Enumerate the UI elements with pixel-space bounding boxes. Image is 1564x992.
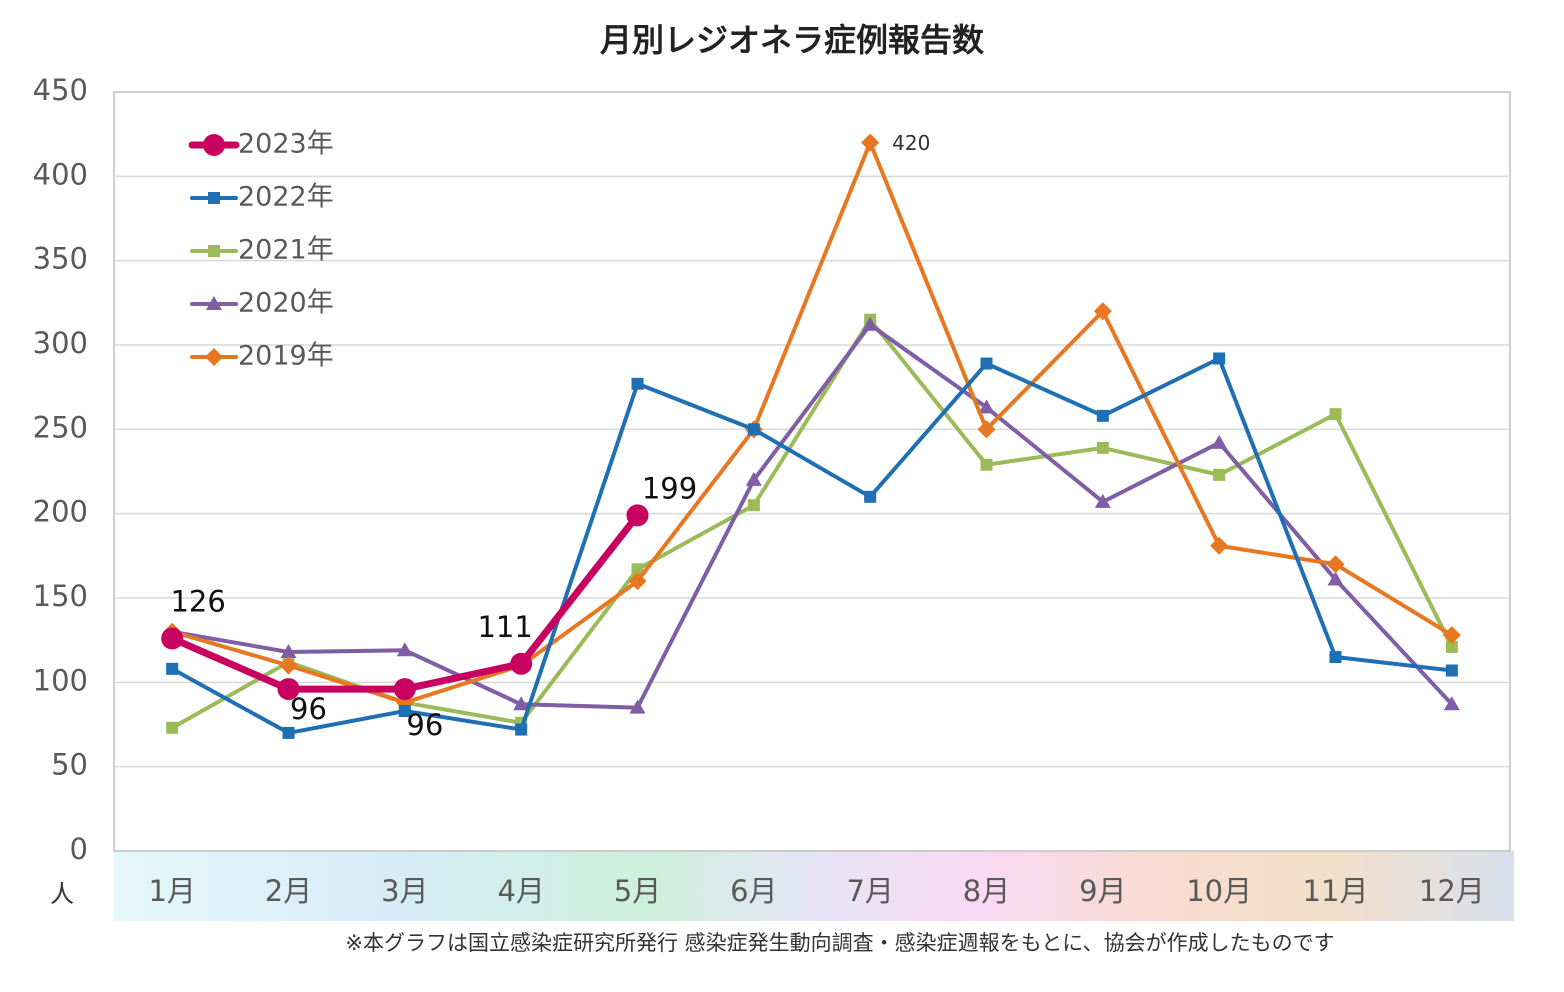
marker [1096, 409, 1109, 422]
x-tick-label: 9月 [1079, 874, 1126, 908]
marker [631, 377, 644, 390]
marker [1093, 302, 1112, 321]
marker [166, 662, 179, 675]
x-tick-label: 10月 [1186, 874, 1252, 908]
y-tick-label: 250 [33, 410, 88, 444]
x-tick-label: 3月 [381, 874, 428, 908]
series-line [171, 317, 1454, 730]
marker [977, 420, 996, 439]
marker [1329, 651, 1342, 664]
marker [1443, 696, 1460, 711]
y-tick-label: 300 [33, 326, 88, 360]
legend-marker [206, 296, 222, 310]
marker [515, 723, 528, 736]
data-label: 96 [406, 708, 443, 742]
marker [1327, 571, 1344, 586]
y-tick-label: 150 [33, 579, 88, 613]
data-label: 126 [170, 584, 225, 618]
plot-frame [113, 91, 1511, 852]
marker [745, 471, 762, 486]
marker [1213, 468, 1226, 481]
marker [513, 696, 530, 711]
series-line [171, 356, 1453, 735]
y-tick-label: 50 [51, 748, 88, 782]
x-tick-label: 11月 [1303, 874, 1369, 908]
marker [277, 678, 300, 701]
marker [1094, 493, 1111, 508]
footnote: ※本グラフは国立感染症研究所発行 感染症発生動向調査・感染症週報をもとに、協会が… [345, 931, 1334, 955]
marker [396, 642, 413, 657]
marker [1096, 441, 1109, 454]
y-tick-label: 450 [33, 73, 88, 107]
marker [1442, 626, 1461, 645]
y-unit: 人 [50, 880, 74, 908]
legend-label: 2021年 [238, 235, 334, 266]
marker [862, 316, 879, 331]
series-line [171, 140, 1453, 705]
data-label: 199 [642, 471, 697, 505]
legend-label: 2022年 [238, 182, 334, 213]
marker [280, 643, 297, 658]
y-tick-label: 0 [70, 832, 88, 866]
marker [628, 572, 647, 591]
data-label: 420 [892, 131, 930, 155]
x-band [114, 851, 1514, 921]
x-tick-label: 7月 [846, 874, 893, 908]
marker [629, 699, 646, 714]
marker [631, 563, 644, 576]
x-tick-label: 5月 [614, 874, 661, 908]
marker [861, 133, 880, 152]
marker [510, 652, 533, 675]
marker [747, 499, 760, 512]
marker [398, 705, 411, 718]
marker [393, 678, 416, 701]
chart-title: 月別レジオネラ症例報告数 [600, 21, 985, 59]
legend-marker [208, 245, 220, 257]
marker [161, 627, 184, 650]
y-tick-label: 400 [33, 157, 88, 191]
legend-label: 2020年 [238, 288, 334, 319]
x-tick-label: 8月 [963, 874, 1010, 908]
marker [1326, 555, 1345, 574]
legend-label: 2019年 [238, 341, 334, 372]
marker [1445, 664, 1458, 677]
marker [279, 656, 298, 675]
y-tick-label: 100 [33, 663, 88, 697]
marker [166, 721, 179, 734]
data-label: 111 [477, 610, 532, 644]
marker [1210, 536, 1229, 555]
marker [747, 423, 760, 436]
series-line [171, 322, 1454, 710]
legend-label: 2023年 [238, 129, 334, 160]
marker [1445, 640, 1458, 653]
data-label: 96 [290, 692, 327, 726]
y-tick-label: 200 [33, 495, 88, 529]
marker [864, 490, 877, 503]
x-tick-label: 2月 [265, 874, 312, 908]
marker [282, 726, 295, 739]
x-tick-label: 12月 [1419, 874, 1485, 908]
marker [1329, 408, 1342, 421]
legend-marker [208, 192, 220, 204]
x-tick-label: 6月 [730, 874, 777, 908]
legend-marker [203, 134, 225, 156]
marker [980, 357, 993, 370]
x-tick-label: 4月 [497, 874, 544, 908]
marker [1211, 434, 1228, 449]
x-tick-label: 1月 [148, 874, 195, 908]
marker [978, 399, 995, 414]
legend-marker [205, 348, 223, 366]
marker [1213, 352, 1226, 365]
y-tick-label: 350 [33, 242, 88, 276]
marker [626, 504, 649, 527]
marker [980, 458, 993, 471]
